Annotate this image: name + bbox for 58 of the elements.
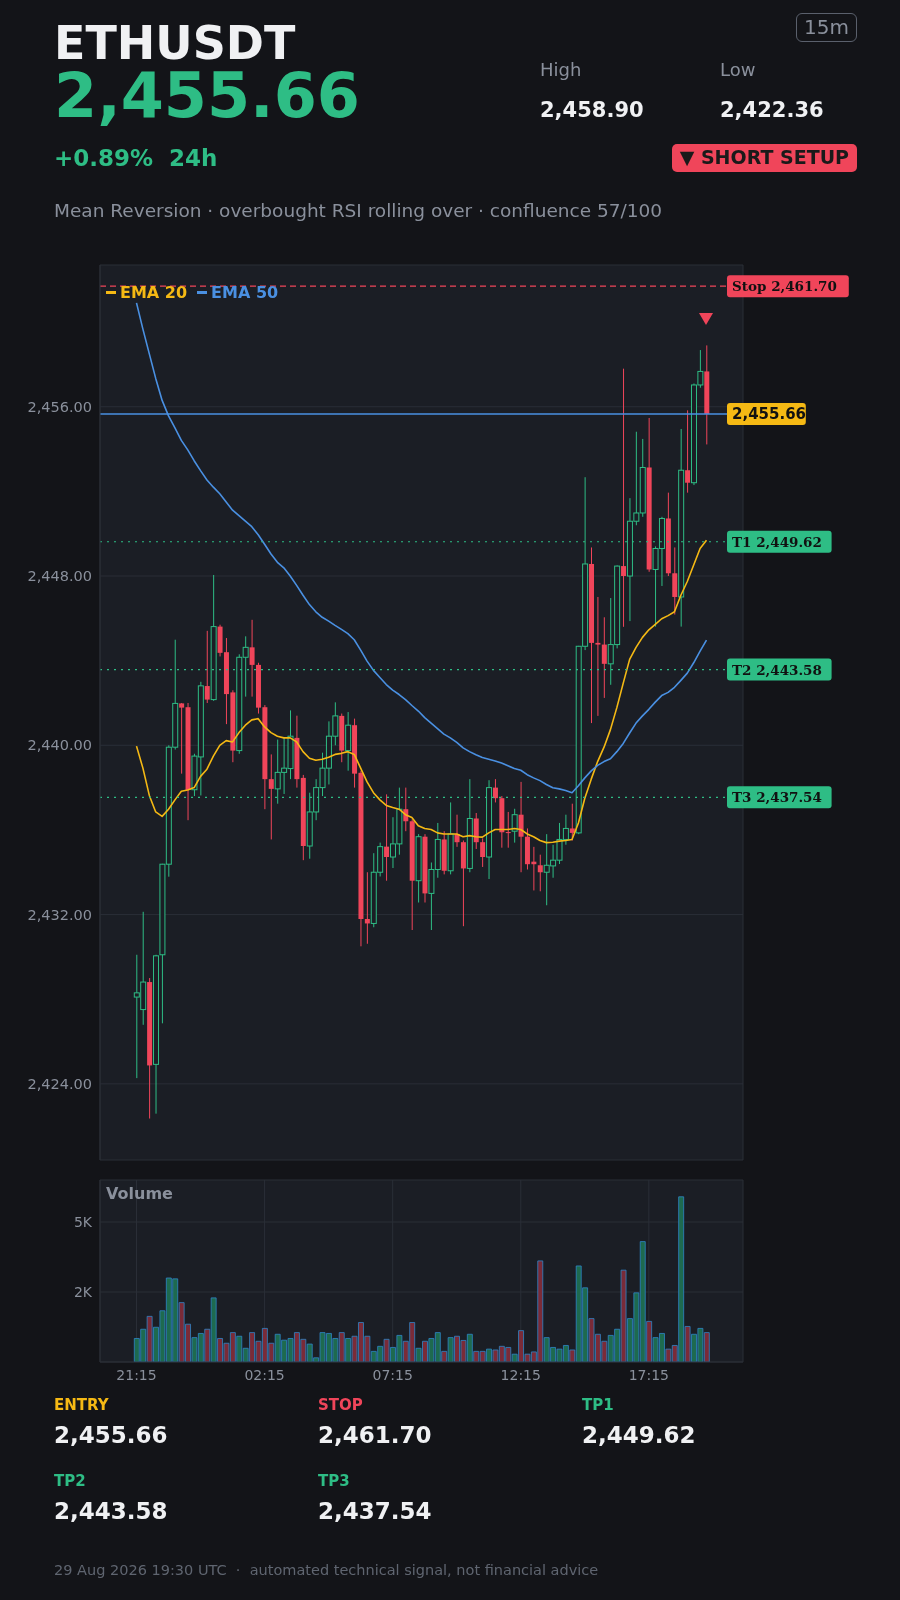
candlestick xyxy=(595,596,601,717)
text: 2,422.36 xyxy=(720,98,824,123)
candlestick xyxy=(505,811,511,849)
text: TP3 xyxy=(318,1472,350,1490)
candlestick xyxy=(672,546,678,616)
candlestick xyxy=(473,812,479,850)
legend-label: EMA 50 xyxy=(210,283,279,302)
y-tick-label: 2K xyxy=(73,1283,93,1300)
candlestick xyxy=(492,778,498,803)
text: Mean Reversion · overbought RSI rolling over · confluence 57/100 xyxy=(54,200,663,221)
text: 2,458.90 xyxy=(540,98,644,123)
ref-line-label: T3 2,437.54 xyxy=(732,789,822,806)
candlestick xyxy=(480,837,486,868)
x-tick-label: 21:15 xyxy=(116,1366,157,1383)
text: Low xyxy=(720,59,756,81)
candlestick xyxy=(685,409,691,494)
text: 2,437.54 xyxy=(318,1498,432,1524)
candlestick xyxy=(364,871,370,945)
text: High xyxy=(540,59,582,81)
y-tick-label: 2,432.00 xyxy=(27,906,92,923)
y-tick-label: 5K xyxy=(73,1213,93,1230)
x-tick-label: 07:15 xyxy=(372,1366,413,1383)
candlestick xyxy=(621,368,627,628)
ref-line-label: Stop 2,461.70 xyxy=(732,278,837,295)
text: 2,443.58 xyxy=(54,1498,168,1524)
candlestick xyxy=(179,702,185,775)
text: 2,449.62 xyxy=(582,1422,696,1448)
text: TP2 xyxy=(54,1472,86,1490)
x-tick-label: 02:15 xyxy=(244,1366,285,1383)
y-tick-label: 2,424.00 xyxy=(27,1075,92,1092)
candlestick xyxy=(569,803,575,842)
legend-label: EMA 20 xyxy=(119,283,188,302)
candlestick xyxy=(249,619,255,698)
candlestick xyxy=(518,781,524,873)
x-tick-label: 17:15 xyxy=(628,1366,670,1383)
x-tick-label: 12:15 xyxy=(500,1366,541,1383)
text: STOP xyxy=(318,1396,363,1414)
candlestick xyxy=(268,753,274,840)
ref-line-label: T2 2,443.58 xyxy=(732,661,822,678)
text: ▼ SHORT SETUP xyxy=(671,144,857,172)
text: 2,455.66 xyxy=(54,1422,168,1448)
ref-line-label: T1 2,449.62 xyxy=(732,533,822,550)
y-tick-label: 2,440.00 xyxy=(27,737,92,754)
candlestick xyxy=(601,616,607,699)
ref-line-label: 2,455.66 xyxy=(732,404,807,423)
y-tick-label: 2,456.00 xyxy=(27,398,92,415)
text: 15m xyxy=(796,13,857,42)
text: +0.89% 24h xyxy=(54,145,218,172)
text: 2,461.70 xyxy=(318,1422,432,1448)
candlestick xyxy=(384,793,390,882)
y-tick-label: 2,448.00 xyxy=(27,568,92,585)
candlestick xyxy=(537,854,543,892)
candlestick xyxy=(511,808,518,844)
text: 29 Aug 2026 19:30 UTC · automated technical signal, not financial advice xyxy=(54,1562,599,1578)
text: TP1 xyxy=(582,1396,614,1414)
text: ENTRY xyxy=(54,1396,109,1414)
chart-title: Volume xyxy=(106,1184,173,1203)
candlestick xyxy=(204,630,210,704)
